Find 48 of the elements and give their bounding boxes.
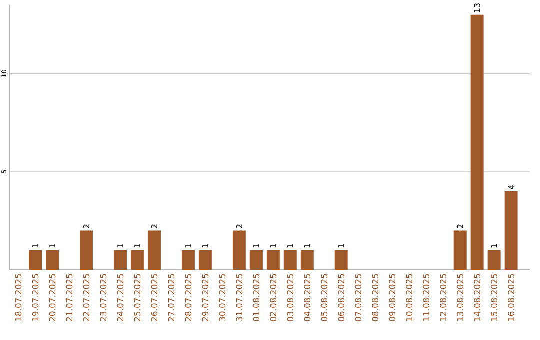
x-tick-label: 02.08.2025: [270, 274, 277, 322]
x-tick-label: 30.07.2025: [219, 274, 226, 322]
bar: [232, 230, 246, 270]
x-tick-label: 21.07.2025: [66, 274, 73, 322]
x-tick-label: 11.08.2025: [423, 274, 430, 322]
bar: [284, 250, 297, 270]
bar: [46, 250, 59, 270]
x-tick-label: 13.08.2025: [457, 274, 464, 322]
bar: [454, 230, 467, 270]
x-tick-label: 29.07.2025: [202, 274, 209, 322]
x-tick-label: 26.07.2025: [151, 274, 158, 322]
x-tick-label: 24.07.2025: [117, 274, 124, 322]
bar: [130, 250, 144, 270]
bar: [148, 230, 161, 270]
x-tick-label: 03.08.2025: [287, 274, 294, 322]
x-tick-label: 18.07.2025: [15, 274, 22, 322]
x-tick-label: 16.08.2025: [508, 274, 515, 322]
x-tick-label: 31.07.2025: [236, 274, 243, 322]
bar: [182, 250, 195, 270]
x-tick-label: 15.08.2025: [491, 274, 498, 322]
x-tick-label: 20.07.2025: [49, 274, 56, 322]
x-tick-label: 07.08.2025: [355, 274, 362, 322]
x-tick-label: 05.08.2025: [321, 274, 328, 322]
bar: [300, 250, 314, 270]
x-tick-label: 01.08.2025: [253, 274, 260, 322]
x-tick-label: 25.07.2025: [134, 274, 141, 322]
x-tick-label: 28.07.2025: [185, 274, 192, 322]
bar: [504, 191, 518, 270]
x-tick-label: 27.07.2025: [168, 274, 175, 322]
bar: [488, 250, 501, 270]
x-tick-label: 14.08.2025: [474, 274, 481, 322]
bar: [334, 250, 348, 270]
x-tick-label: 19.07.2025: [32, 274, 39, 322]
x-tick-label: 08.08.2025: [372, 274, 379, 322]
bar: [28, 250, 42, 270]
bar: [80, 230, 93, 270]
x-tick-label: 06.08.2025: [338, 274, 345, 322]
x-tick-label: 10.08.2025: [406, 274, 413, 322]
bar: [198, 250, 212, 270]
bar: [266, 250, 280, 270]
x-tick-label: 04.08.2025: [304, 274, 311, 322]
x-tick-label: 22.07.2025: [83, 274, 90, 322]
bar: [250, 250, 263, 270]
x-tick-label: 12.08.2025: [440, 274, 447, 322]
x-tick-label: 23.07.2025: [100, 274, 107, 322]
bar: [470, 14, 484, 270]
bar: [114, 250, 127, 270]
x-tick-label: 09.08.2025: [389, 274, 396, 322]
